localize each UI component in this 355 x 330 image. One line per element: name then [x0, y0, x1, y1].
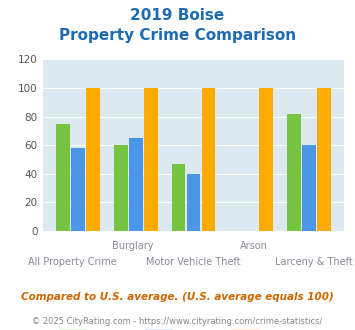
Bar: [171, 164, 185, 231]
Text: Burglary: Burglary: [113, 241, 154, 251]
Text: 2019 Boise: 2019 Boise: [130, 8, 225, 23]
Text: Arson: Arson: [240, 241, 268, 251]
Legend: Boise, Idaho, National: Boise, Idaho, National: [55, 326, 332, 330]
Bar: [259, 88, 273, 231]
Bar: [129, 138, 143, 231]
Text: Compared to U.S. average. (U.S. average equals 100): Compared to U.S. average. (U.S. average …: [21, 292, 334, 302]
Bar: [287, 114, 301, 231]
Bar: [302, 145, 316, 231]
Text: Motor Vehicle Theft: Motor Vehicle Theft: [146, 257, 241, 267]
Bar: [317, 88, 331, 231]
Text: © 2025 CityRating.com - https://www.cityrating.com/crime-statistics/: © 2025 CityRating.com - https://www.city…: [32, 317, 323, 326]
Bar: [56, 124, 70, 231]
Text: Larceny & Theft: Larceny & Theft: [275, 257, 353, 267]
Bar: [202, 88, 215, 231]
Bar: [187, 174, 200, 231]
Text: All Property Crime: All Property Crime: [28, 257, 117, 267]
Text: Property Crime Comparison: Property Crime Comparison: [59, 28, 296, 43]
Bar: [71, 148, 85, 231]
Bar: [114, 145, 128, 231]
Bar: [144, 88, 158, 231]
Bar: [86, 88, 100, 231]
